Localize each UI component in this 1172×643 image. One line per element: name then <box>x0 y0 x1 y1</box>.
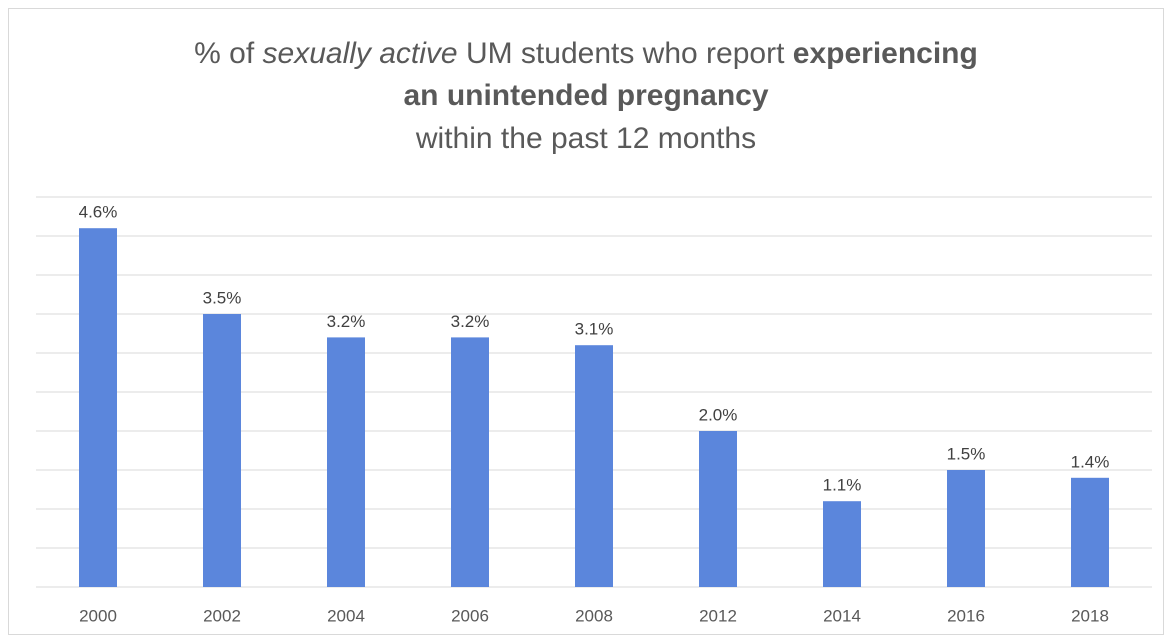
data-label: 1.4% <box>1071 452 1110 471</box>
data-label: 1.5% <box>947 444 986 463</box>
title-segment: an unintended pregnancy <box>403 79 768 112</box>
x-tick-label: 2016 <box>947 606 985 625</box>
x-tick-label: 2000 <box>79 606 117 625</box>
chart-title: an unintended pregnancy <box>403 79 768 112</box>
title-segment: % of <box>194 37 262 70</box>
x-tick-label: 2018 <box>1071 606 1109 625</box>
data-label: 3.2% <box>451 312 490 331</box>
x-tick-label: 2004 <box>327 606 365 625</box>
data-label: 1.1% <box>823 476 862 495</box>
x-tick-label: 2006 <box>451 606 489 625</box>
title-segment: experiencing <box>793 37 978 70</box>
chart-title: within the past 12 months <box>415 122 756 155</box>
title-segment: sexually active <box>263 37 458 70</box>
bar <box>203 314 241 587</box>
title-segment: UM students who report <box>458 37 793 70</box>
bar <box>699 431 737 587</box>
bar <box>327 337 365 587</box>
data-label: 3.2% <box>327 312 366 331</box>
bar <box>451 337 489 587</box>
bar <box>575 345 613 587</box>
data-label: 4.6% <box>79 203 118 222</box>
x-tick-label: 2008 <box>575 606 613 625</box>
bar <box>79 228 117 587</box>
bar <box>1071 477 1109 587</box>
data-label: 2.0% <box>699 405 738 424</box>
chart-title: % of sexually active UM students who rep… <box>194 37 978 70</box>
x-tick-label: 2014 <box>823 606 861 625</box>
title-segment: within the past 12 months <box>415 122 756 155</box>
bar <box>823 501 861 587</box>
bar <box>947 470 985 587</box>
data-label: 3.1% <box>575 320 614 339</box>
x-tick-label: 2002 <box>203 606 241 625</box>
x-tick-label: 2012 <box>699 606 737 625</box>
data-label: 3.5% <box>203 288 242 307</box>
